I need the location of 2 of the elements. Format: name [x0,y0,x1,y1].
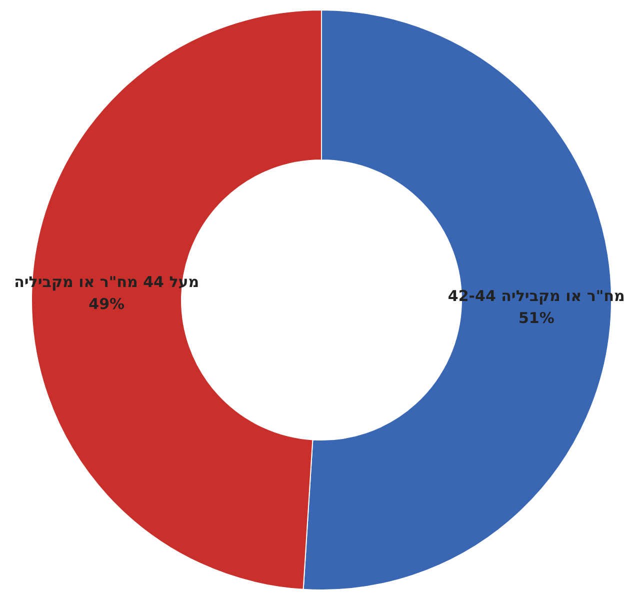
data-label: 49% [88,295,125,314]
data-label: 51% [518,308,554,327]
